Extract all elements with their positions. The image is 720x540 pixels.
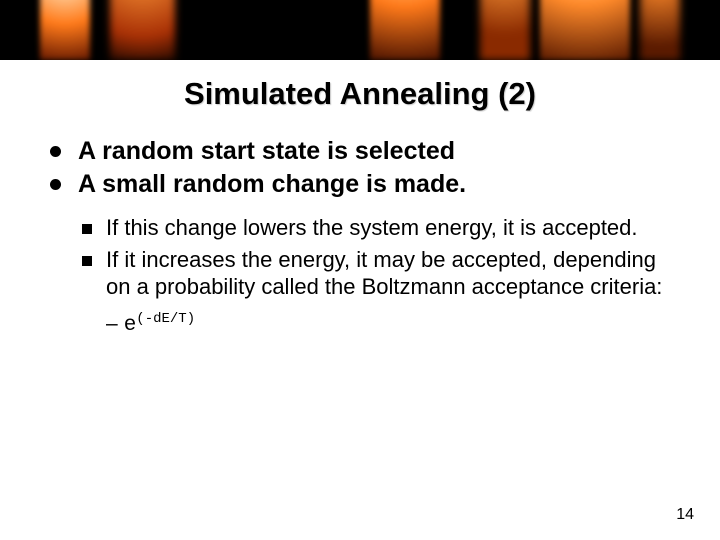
formula-dash: – xyxy=(106,312,118,335)
flame-decor xyxy=(480,0,530,60)
flame-decor xyxy=(110,0,175,60)
flame-decor xyxy=(640,0,680,60)
slide-content: A random start state is selected A small… xyxy=(0,112,720,337)
flame-decor xyxy=(540,0,630,60)
formula: –e(-dE/T) xyxy=(106,311,680,337)
banner-image xyxy=(0,0,720,60)
formula-base: e xyxy=(124,314,137,337)
page-number: 14 xyxy=(676,506,694,524)
formula-exponent: (-dE/T) xyxy=(136,311,195,327)
bullet-sub: If this change lowers the system energy,… xyxy=(82,215,680,242)
slide-title: Simulated Annealing (2) xyxy=(0,76,720,112)
flame-decor xyxy=(40,0,90,60)
bullet-sub: If it increases the energy, it may be ac… xyxy=(82,247,680,301)
bullet-main: A small random change is made. xyxy=(50,169,680,200)
flame-decor xyxy=(370,0,440,60)
bullet-main: A random start state is selected xyxy=(50,136,680,167)
